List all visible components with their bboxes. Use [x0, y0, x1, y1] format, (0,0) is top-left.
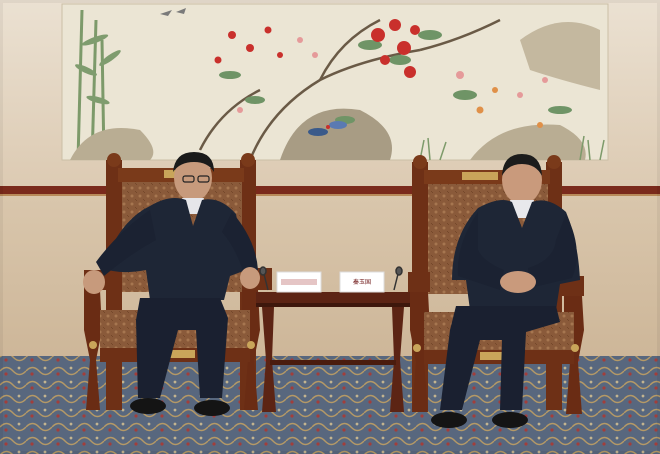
- nameplate-left: [276, 271, 322, 293]
- wall-painting: [61, 3, 609, 161]
- person-left: [83, 152, 260, 416]
- side-table: 秦玉国: [256, 266, 410, 412]
- person-right: [431, 154, 580, 428]
- microphone-left: [259, 266, 269, 291]
- nameplate-right-text: 秦玉国: [353, 278, 371, 286]
- nameplate-right: 秦玉国: [339, 271, 385, 293]
- microphone-right: [393, 266, 403, 291]
